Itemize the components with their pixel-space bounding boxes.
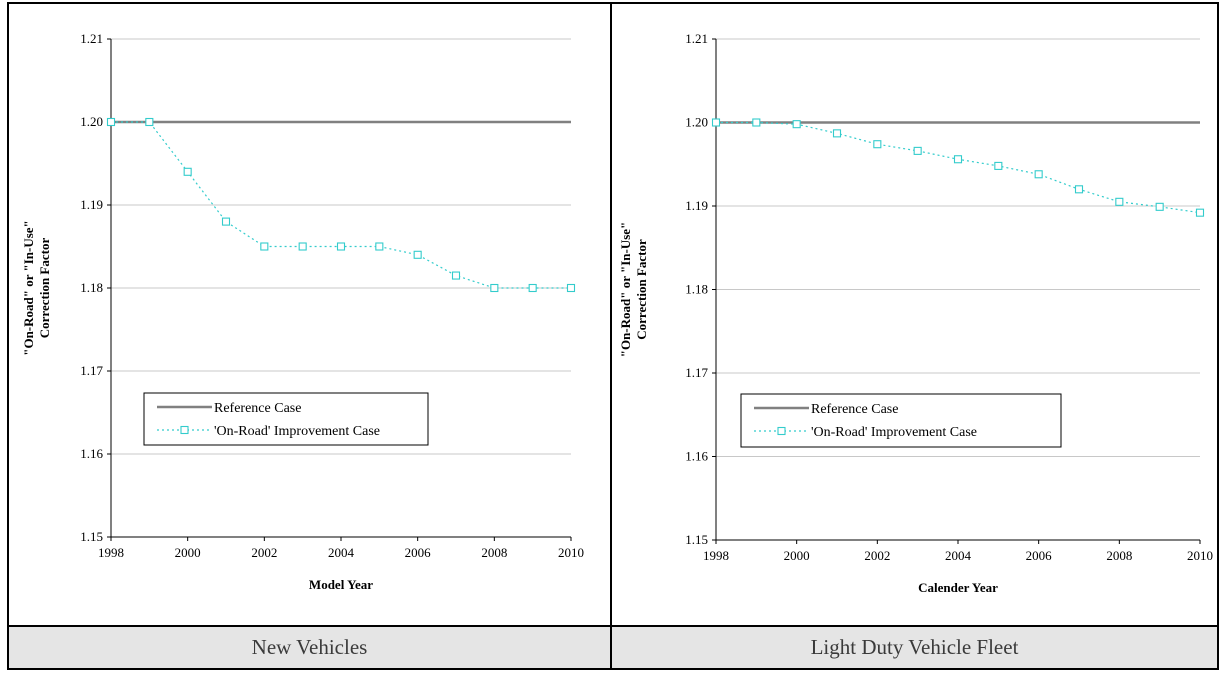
legend-label-improvement-case: 'On-Road' Improvement Case	[811, 425, 977, 440]
y-tick-label: 1.19	[685, 198, 708, 213]
legend-box	[143, 392, 429, 446]
legend: Reference Case 'On-Road' Improvement Case	[143, 392, 429, 446]
x-tick-label: 2000	[175, 545, 201, 560]
y-tick-label: 1.17	[80, 363, 103, 378]
y-tick-label: 1.15	[80, 529, 103, 544]
legend-marker-improvement-case	[777, 426, 786, 436]
y-tick-label: 1.21	[80, 31, 103, 46]
data-point-improvement	[792, 120, 801, 129]
y-axis-title-line1: "On-Road" or "In-Use"	[618, 222, 633, 358]
caption-light-duty-fleet: Light Duty Vehicle Fleet	[612, 627, 1217, 668]
y-tick-label: 1.18	[80, 280, 103, 295]
x-tick-label: 2008	[481, 545, 507, 560]
data-point-improvement	[1074, 185, 1084, 194]
data-point-improvement	[953, 155, 963, 164]
y-tick-label: 1.19	[80, 197, 103, 212]
data-point-improvement	[375, 242, 384, 251]
y-axis-title-line2: Correction Factor	[634, 239, 649, 340]
data-point-improvement	[994, 161, 1003, 170]
x-tick-label: 2004	[945, 548, 972, 563]
data-point-improvement	[260, 242, 269, 251]
y-tick-label: 1.15	[685, 532, 708, 547]
y-tick-label: 1.16	[80, 446, 103, 461]
x-tick-label: 2010	[1187, 548, 1213, 563]
legend-label-improvement-case: 'On-Road' Improvement Case	[214, 424, 380, 439]
data-point-improvement	[873, 140, 882, 149]
data-point-improvement	[145, 117, 154, 127]
legend-box	[740, 393, 1062, 448]
x-tick-label: 2006	[405, 545, 432, 560]
data-point-improvement	[451, 271, 461, 280]
y-tick-label: 1.21	[685, 31, 708, 46]
y-axis-title-line1: "On-Road" or "In-Use"	[21, 220, 36, 356]
series-improvement-case-line	[716, 121, 1201, 214]
x-tick-label: 2008	[1106, 548, 1132, 563]
y-tick-label: 1.16	[685, 449, 708, 464]
data-point-improvement	[413, 250, 422, 259]
data-point-improvement	[1034, 170, 1043, 179]
panel-divider	[610, 4, 612, 668]
caption-divider	[9, 625, 1217, 627]
legend-label-reference-case: Reference Case	[811, 402, 898, 417]
data-point-improvement	[298, 242, 307, 251]
data-point-improvement	[183, 167, 192, 176]
y-tick-label: 1.18	[685, 282, 708, 297]
figure-frame: New Vehicles Light Duty Vehicle Fleet	[7, 2, 1219, 670]
data-point-improvement	[711, 118, 721, 127]
data-point-improvement	[106, 117, 116, 127]
x-tick-label: 2004	[328, 545, 355, 560]
x-axis-title: Model Year	[309, 577, 373, 592]
y-tick-label: 1.20	[80, 114, 103, 129]
x-tick-label: 2002	[251, 545, 277, 560]
data-point-improvement	[913, 146, 922, 155]
y-tick-label: 1.17	[685, 365, 708, 380]
x-tick-label: 2002	[864, 548, 890, 563]
data-point-improvement	[336, 242, 346, 251]
data-point-improvement	[1195, 208, 1205, 217]
legend: Reference Case 'On-Road' Improvement Case	[740, 393, 1062, 448]
data-point-improvement	[221, 217, 231, 226]
data-point-improvement	[490, 283, 499, 293]
y-axis-title-line2: Correction Factor	[37, 238, 52, 339]
data-point-improvement	[832, 129, 842, 138]
y-tick-label: 1.20	[685, 115, 708, 130]
caption-new-vehicles: New Vehicles	[9, 627, 610, 668]
legend-marker-improvement-case	[180, 425, 189, 435]
data-point-improvement	[566, 283, 576, 293]
data-point-improvement	[1115, 197, 1124, 206]
data-point-improvement	[752, 118, 761, 127]
x-tick-label: 1998	[98, 545, 124, 560]
data-point-improvement	[1155, 202, 1164, 211]
x-tick-label: 2010	[558, 545, 584, 560]
x-axis-title: Calender Year	[918, 580, 998, 595]
x-tick-label: 2000	[784, 548, 810, 563]
x-tick-label: 1998	[703, 548, 729, 563]
data-point-improvement	[528, 283, 537, 293]
legend-label-reference-case: Reference Case	[214, 401, 301, 416]
x-tick-label: 2006	[1026, 548, 1053, 563]
